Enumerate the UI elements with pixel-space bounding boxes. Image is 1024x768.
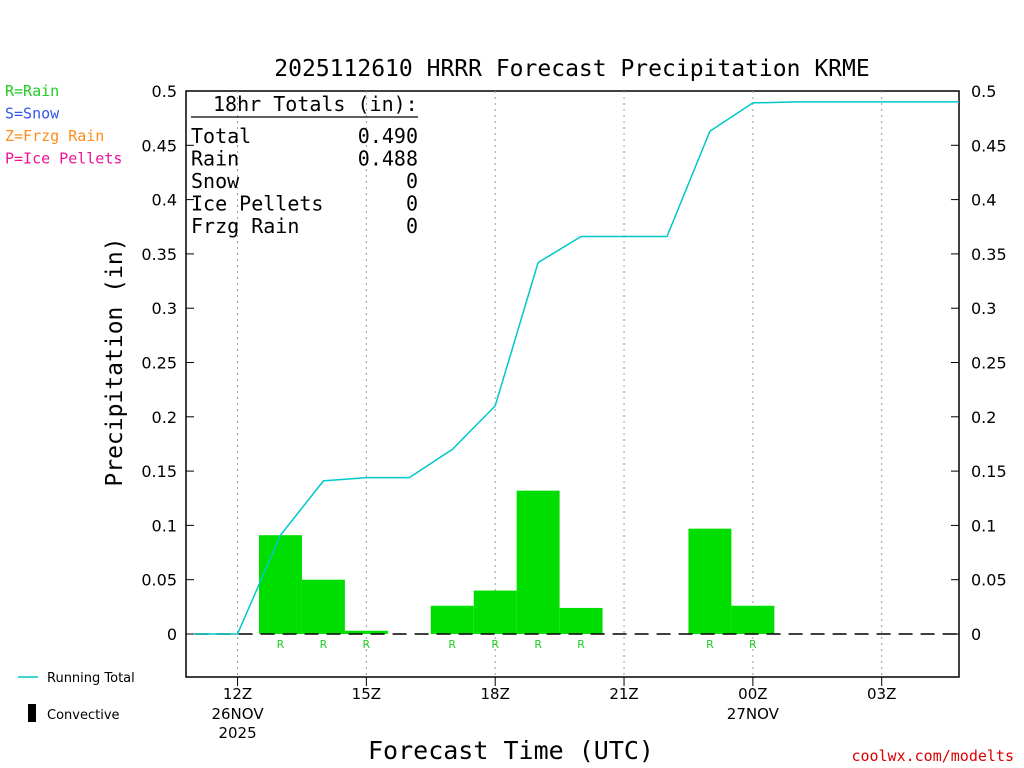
totals-row-value: 0 [406, 214, 418, 238]
ptype-label: R [577, 638, 585, 651]
x-tick-date: 26NOV [211, 705, 264, 723]
ptype-label: R [277, 638, 285, 651]
x-tick-label: 00Z [738, 685, 767, 703]
convective-legend-label: Convective [47, 708, 120, 723]
running-total-polyline [194, 101, 959, 635]
y-tick-label: 0.5 [152, 82, 177, 101]
totals-row-value: 0.488 [358, 147, 418, 171]
y-tick-label: 0.3 [971, 299, 996, 318]
ptype-label: R [491, 638, 499, 651]
totals-header: 18hr Totals (in): [213, 92, 418, 116]
precip-bar [559, 607, 603, 634]
y-tick-label: 0.4 [152, 191, 177, 210]
chart-title: 2025112610 HRRR Forecast Precipitation K… [274, 56, 869, 82]
y-tick-label: 0.35 [971, 245, 1007, 264]
type-legend-item: Z=Frzg Rain [5, 127, 104, 145]
y-axis-label: Precipitation (in) [102, 237, 128, 486]
ptype-label: R [749, 638, 757, 651]
totals-box: 18hr Totals (in): Total 0.490 Rain 0.488 Sno… [191, 92, 418, 238]
type-legend-item: S=Snow [5, 105, 60, 123]
x-tick-label: 15Z [352, 685, 381, 703]
y-tick-label: 0 [971, 625, 981, 644]
ptype-label: R [534, 638, 542, 651]
totals-row-label: Rain [191, 147, 239, 171]
plot-frame [185, 90, 960, 678]
y-tick-label: 0.25 [971, 354, 1007, 373]
ptype-label: R [363, 638, 371, 651]
ptype-label: R [320, 638, 328, 651]
precip-bar [430, 605, 474, 634]
precip-bar [731, 605, 775, 634]
x-tick-date: 27NOV [727, 705, 780, 723]
y-tick-label: 0.25 [141, 354, 177, 373]
y-tick-label: 0.15 [971, 462, 1007, 481]
precip-bar [516, 490, 560, 634]
convective-legend-swatch [28, 704, 36, 722]
y-tick-label: 0.05 [141, 571, 177, 590]
totals-row-value: 0 [406, 192, 418, 216]
precip-bar [301, 579, 345, 634]
x-tick-label: 12Z [223, 685, 252, 703]
y-tick-label: 0.2 [971, 408, 996, 427]
precip-type-legend: R=Rain S=Snow Z=Frzg Rain P=Ice Pellets [5, 82, 122, 168]
y-axis-right: 0 0.05 0.1 0.15 0.2 0.25 0.3 0.35 0.4 0.45 0.5 [951, 82, 1007, 644]
x-axis-label: Forecast Time (UTC) [368, 736, 654, 765]
y-tick-label: 0.3 [152, 299, 177, 318]
x-tick-label: 18Z [481, 685, 510, 703]
y-tick-label: 0.2 [152, 408, 177, 427]
y-tick-label: 0.1 [152, 516, 177, 535]
precip-bar [344, 630, 388, 634]
y-axis-left: 0 0.05 0.1 0.15 0.2 0.25 0.3 0.35 0.4 0.45 0.5 [141, 82, 194, 644]
type-legend-item: P=Ice Pellets [5, 150, 122, 168]
type-legend-item: R=Rain [5, 82, 59, 100]
y-tick-label: 0.4 [971, 191, 996, 210]
totals-row-value: 0.490 [358, 124, 418, 148]
precip-bar [473, 590, 517, 634]
totals-row-value: 0 [406, 169, 418, 193]
totals-row-label: Total [191, 124, 251, 148]
y-tick-label: 0.45 [141, 136, 177, 155]
y-tick-label: 0.35 [141, 245, 177, 264]
precip-bar [259, 535, 302, 634]
precip-bars [259, 490, 775, 634]
y-tick-label: 0.05 [971, 571, 1007, 590]
footer-credit: coolwx.com/modelts [851, 747, 1014, 765]
ptype-label: R [706, 638, 714, 651]
x-tick-year: 2025 [218, 724, 256, 742]
running-total-line [194, 101, 959, 635]
y-tick-label: 0 [167, 625, 177, 644]
precip-bar [688, 528, 732, 634]
x-tick-label: 03Z [867, 685, 896, 703]
vertical-grid [237, 91, 883, 677]
totals-row-label: Snow [191, 169, 240, 193]
totals-row-label: Frzg Rain [191, 214, 299, 238]
y-tick-label: 0.1 [971, 516, 996, 535]
ptype-label: R [448, 638, 456, 651]
y-tick-label: 0.45 [971, 136, 1007, 155]
y-tick-label: 0.5 [971, 82, 996, 101]
y-tick-label: 0.15 [141, 462, 177, 481]
totals-row-label: Ice Pellets [191, 192, 323, 216]
x-tick-label: 21Z [609, 685, 638, 703]
running-total-legend-label: Running Total [47, 671, 135, 686]
